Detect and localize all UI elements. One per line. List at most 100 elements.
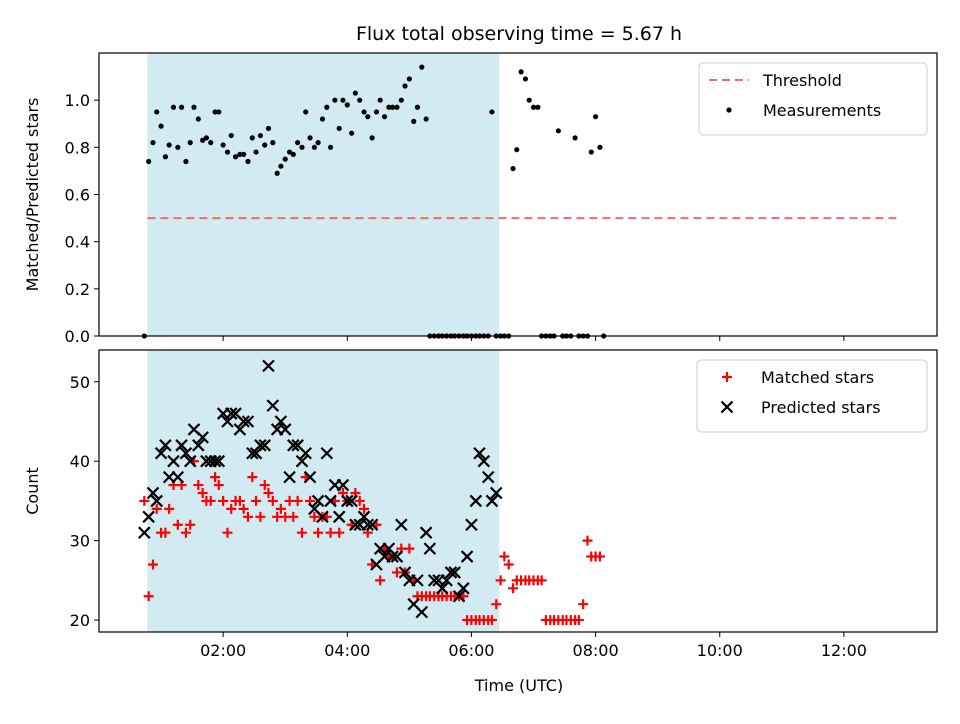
measurement-point: [295, 140, 301, 146]
predicted-star-point: [254, 439, 267, 452]
predicted-star-point: [444, 566, 458, 579]
measurement-point: [178, 104, 185, 110]
x-tick-label: 08:00: [573, 641, 619, 660]
x-tick-label: 12:00: [821, 641, 867, 660]
matched-star-point: [486, 615, 497, 626]
measurement-point: [414, 104, 421, 110]
predicted-star-point: [150, 494, 164, 508]
predicted-star-point: [154, 446, 168, 460]
matched-star-point: [180, 527, 191, 538]
x-tick-label: 06:00: [448, 641, 494, 660]
measurement-point: [365, 114, 371, 120]
ratio-y-tick-label: 1.0: [65, 91, 90, 110]
matched-star-point: [259, 480, 270, 491]
legend-label: Predicted stars: [761, 398, 881, 417]
ratio-y-tick-label: 0.0: [65, 327, 90, 346]
matched-star-point: [251, 495, 262, 506]
predicted-star-point: [435, 582, 449, 595]
predicted-star-point: [167, 454, 180, 468]
predicted-star-point: [341, 494, 354, 508]
count-observing-window: [147, 350, 500, 632]
predicted-star-point: [390, 550, 404, 563]
predicted-star-point: [457, 582, 470, 595]
predicted-star-point: [477, 454, 491, 468]
matched-star-point: [292, 495, 303, 506]
matched-star-point: [234, 495, 245, 506]
count-y-tick-label: 30: [70, 532, 90, 551]
measurement-point: [394, 104, 400, 110]
matched-star-point: [143, 591, 154, 602]
measurement-point: [146, 158, 152, 165]
chart-title: Flux total observing time = 5.67 h: [356, 23, 682, 45]
predicted-star-point: [175, 439, 188, 452]
measurement-point: [311, 144, 317, 150]
predicted-star-point: [241, 415, 255, 428]
matched-star-point: [139, 495, 150, 506]
measurement-point: [386, 104, 392, 110]
measurement-point: [592, 114, 599, 120]
predicted-star-point: [481, 470, 495, 484]
predicted-star-point: [452, 589, 466, 603]
measurement-point: [352, 90, 358, 96]
predicted-star-point: [415, 605, 429, 619]
matched-star-point: [359, 503, 370, 514]
measurement-point: [411, 118, 417, 124]
matched-star-point: [582, 535, 593, 546]
matched-star-point: [503, 559, 514, 570]
predicted-star-point: [278, 423, 292, 436]
measurement-point: [349, 130, 355, 136]
matched-star-point: [275, 503, 286, 514]
predicted-star-point: [212, 454, 226, 468]
matched-star-point: [238, 503, 249, 514]
measurement-point: [232, 154, 239, 160]
predicted-star-point: [299, 446, 312, 460]
measurement-point: [324, 104, 330, 110]
measurement-point: [212, 109, 218, 115]
matched-star-point: [247, 472, 258, 483]
measurement-point: [390, 104, 396, 110]
predicted-star-point: [489, 486, 503, 500]
x-tick-label: 10:00: [697, 641, 743, 660]
ratio-y-tick-label: 0.4: [65, 233, 90, 252]
measurement-point: [319, 116, 326, 122]
matched-star-point: [334, 527, 345, 538]
predicted-star-point: [287, 439, 300, 452]
predicted-star-point: [283, 470, 296, 484]
measurement-point: [572, 135, 578, 141]
measurement-point: [162, 154, 169, 160]
predicted-star-point: [295, 454, 309, 468]
measurement-point: [518, 69, 524, 75]
measurement-point: [270, 140, 276, 146]
predicted-star-point: [138, 526, 151, 539]
matched-star-point: [594, 551, 605, 562]
predicted-star-point: [266, 399, 280, 412]
measurement-point: [336, 125, 342, 132]
measurement-point: [166, 142, 172, 148]
measurement-point: [299, 144, 305, 150]
measurement-point: [373, 109, 380, 115]
measurement-point: [402, 83, 408, 89]
matched-star-point: [267, 495, 278, 506]
measurement-point: [307, 135, 313, 141]
predicted-star-point: [142, 510, 155, 524]
predicted-star-point: [423, 542, 437, 555]
measurement-point: [522, 76, 529, 82]
predicted-star-point: [336, 478, 350, 492]
predicted-star-point: [316, 510, 329, 524]
ratio-y-tick-label: 0.8: [65, 138, 90, 157]
measurement-point: [154, 109, 160, 115]
predicted-star-point: [171, 470, 185, 484]
matched-star-point: [205, 495, 216, 506]
predicted-star-point: [258, 439, 272, 452]
predicted-star-point: [465, 518, 478, 532]
measurement-point: [381, 114, 388, 120]
legend-dot-swatch: [726, 107, 732, 113]
measurement-point: [526, 97, 532, 103]
matched-star-point: [164, 503, 175, 514]
predicted-star-point: [303, 470, 317, 484]
measurement-point: [282, 156, 288, 162]
measurement-point: [419, 64, 425, 70]
measurement-point: [191, 104, 197, 110]
